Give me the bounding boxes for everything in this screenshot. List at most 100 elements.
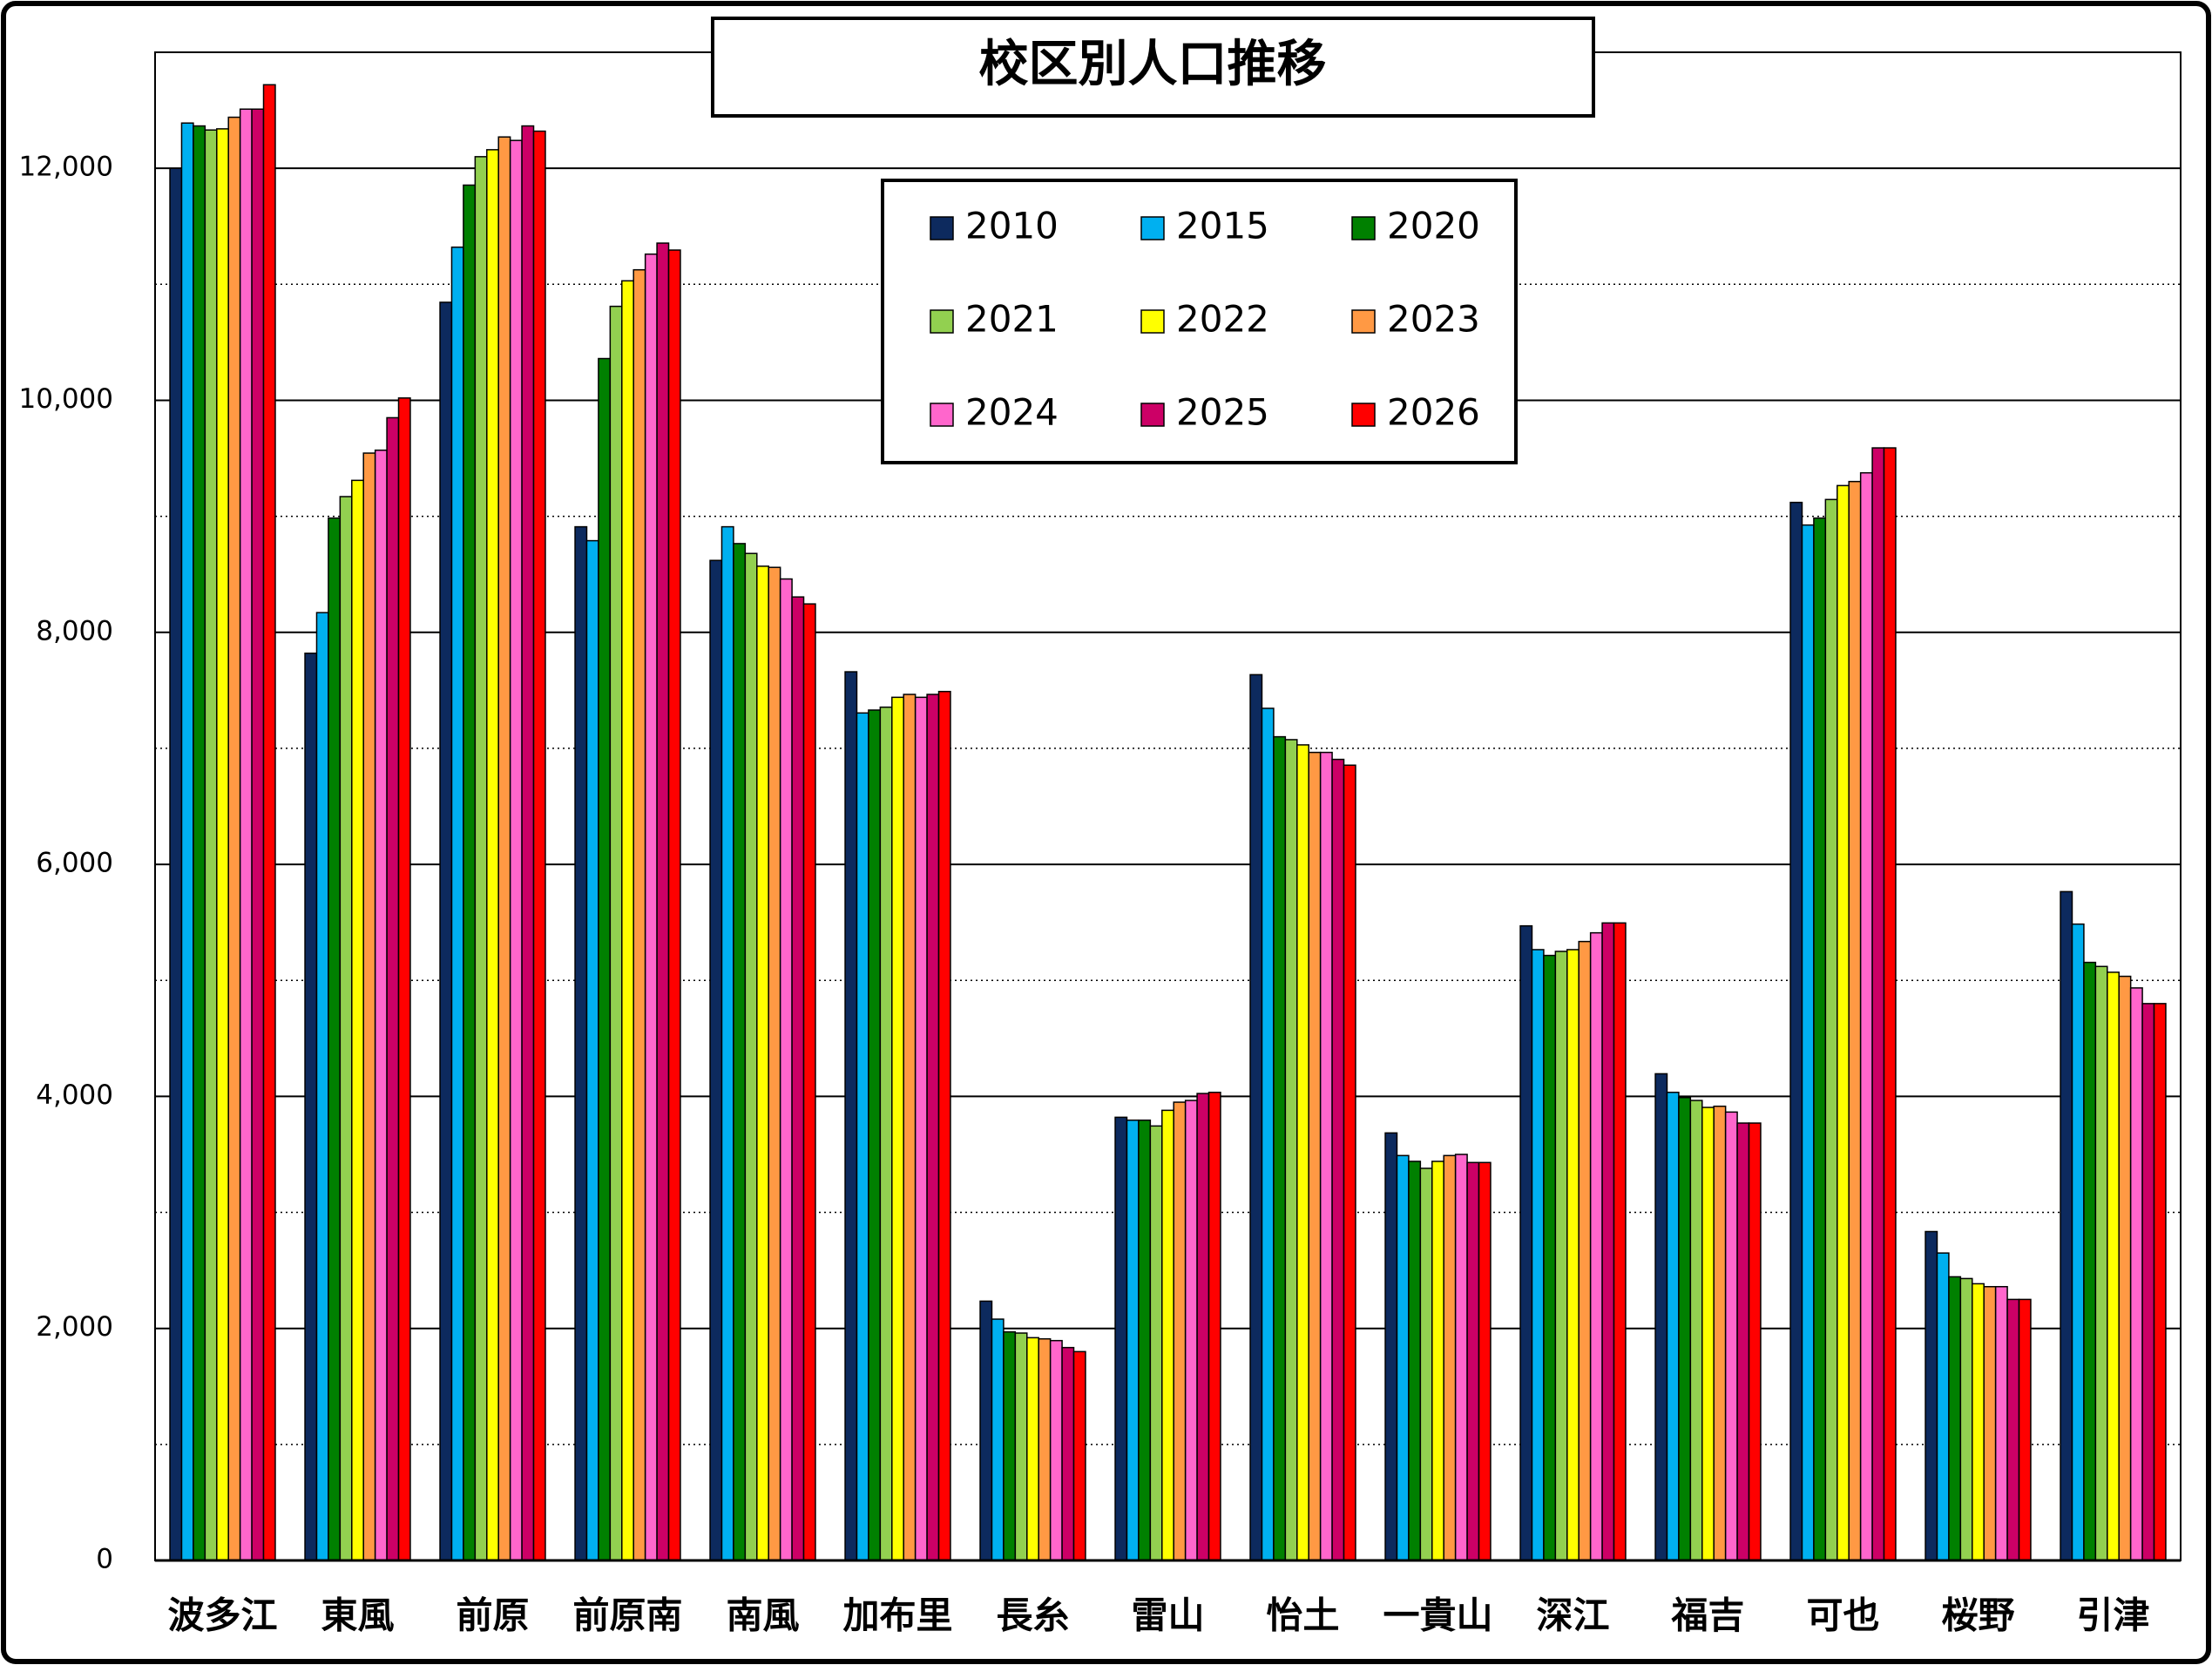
bar	[1883, 447, 1897, 1561]
bar	[1273, 735, 1287, 1561]
bar	[1184, 1100, 1198, 1561]
bar	[2006, 1298, 2020, 1561]
x-tick-label: 前原	[456, 1594, 529, 1637]
bar	[1431, 1161, 1444, 1561]
bar	[585, 539, 599, 1561]
bar	[1948, 1276, 1962, 1561]
bar	[1601, 922, 1615, 1561]
bar	[632, 268, 646, 1561]
bar	[1925, 1230, 1938, 1561]
legend-swatch	[1140, 403, 1165, 427]
bar	[1072, 1350, 1086, 1561]
bar	[1003, 1330, 1017, 1561]
bar	[744, 552, 758, 1561]
bar	[1871, 447, 1885, 1561]
bar	[768, 566, 781, 1561]
bar	[1049, 1339, 1063, 1561]
bar	[1748, 1122, 1762, 1561]
x-tick-label: 深江	[1536, 1594, 1609, 1637]
bar	[1972, 1283, 1985, 1561]
y-tick-label: 12,000	[19, 152, 113, 183]
x-tick-label: 福吉	[1670, 1594, 1744, 1637]
legend-swatch	[1351, 216, 1376, 240]
legend-label: 2023	[1387, 298, 1480, 341]
bar	[180, 122, 194, 1561]
bar	[979, 1300, 993, 1561]
bar	[733, 543, 747, 1561]
bar	[1114, 1116, 1128, 1561]
bar	[1689, 1100, 1703, 1561]
y-tick-label: 2,000	[36, 1311, 113, 1343]
bar	[1566, 949, 1580, 1561]
bar	[2118, 975, 2132, 1561]
bar	[791, 596, 805, 1561]
legend-swatch	[1140, 309, 1165, 334]
legend-label: 2026	[1387, 391, 1480, 434]
bar	[2071, 923, 2085, 1561]
bar	[1959, 1277, 1973, 1561]
y-tick-label: 6,000	[36, 848, 113, 879]
bar	[463, 184, 477, 1561]
bar	[497, 136, 511, 1561]
bar	[709, 559, 723, 1561]
bar	[1284, 739, 1298, 1561]
bar	[1038, 1337, 1052, 1561]
bar	[1296, 744, 1309, 1561]
bar	[1837, 484, 1850, 1561]
bar	[1824, 498, 1838, 1561]
x-tick-label: 長糸	[996, 1594, 1069, 1637]
x-tick-label: 一貴山	[1383, 1594, 1492, 1637]
legend-label: 2015	[1176, 205, 1269, 247]
bar	[1419, 1168, 1433, 1561]
bar	[1554, 951, 1568, 1561]
bar	[720, 525, 734, 1561]
bar	[2153, 1003, 2167, 1561]
bar	[532, 130, 546, 1561]
bar	[362, 452, 376, 1561]
bar	[1736, 1122, 1750, 1561]
bar	[1249, 673, 1263, 1561]
legend-label: 2010	[965, 205, 1059, 247]
bar	[216, 128, 229, 1561]
bar	[450, 246, 464, 1561]
bar	[351, 479, 364, 1561]
legend-swatch	[1351, 309, 1376, 334]
legend	[881, 179, 1518, 464]
bar	[1196, 1093, 1210, 1561]
bar	[1454, 1154, 1468, 1561]
bar	[1319, 751, 1333, 1561]
bar	[914, 696, 928, 1561]
bar	[169, 167, 183, 1561]
bar	[1801, 524, 1815, 1561]
bar	[374, 449, 388, 1561]
x-tick-label: 前原南	[572, 1594, 682, 1637]
bar	[1126, 1119, 1140, 1561]
bar	[304, 652, 318, 1561]
legend-swatch	[930, 309, 954, 334]
x-tick-label: 桜野	[1941, 1594, 2014, 1637]
bar	[1014, 1332, 1028, 1561]
bar	[2094, 965, 2108, 1561]
bar	[397, 397, 411, 1561]
bar	[386, 416, 400, 1561]
legend-label: 2020	[1387, 205, 1480, 247]
bar	[1207, 1091, 1221, 1561]
bar	[1396, 1154, 1410, 1561]
bar	[1701, 1107, 1715, 1561]
legend-label: 2022	[1176, 298, 1269, 341]
bar	[227, 116, 241, 1561]
bar	[315, 612, 329, 1561]
plot-area: 0 2,000 4,000 6,000 8,000 10,000 12,000 波多江 東風 前原…	[19, 51, 2182, 1637]
bar	[2060, 890, 2073, 1561]
bar	[621, 280, 634, 1561]
bar	[1149, 1125, 1163, 1561]
bar	[1443, 1154, 1457, 1561]
legend-label: 2025	[1176, 391, 1269, 434]
bar	[1859, 471, 1873, 1561]
bar	[1331, 758, 1345, 1561]
y-tick-label: 10,000	[19, 383, 113, 415]
legend-label: 2021	[965, 298, 1059, 341]
x-tick-label: 怡土	[1266, 1594, 1339, 1637]
bar	[474, 156, 488, 1561]
